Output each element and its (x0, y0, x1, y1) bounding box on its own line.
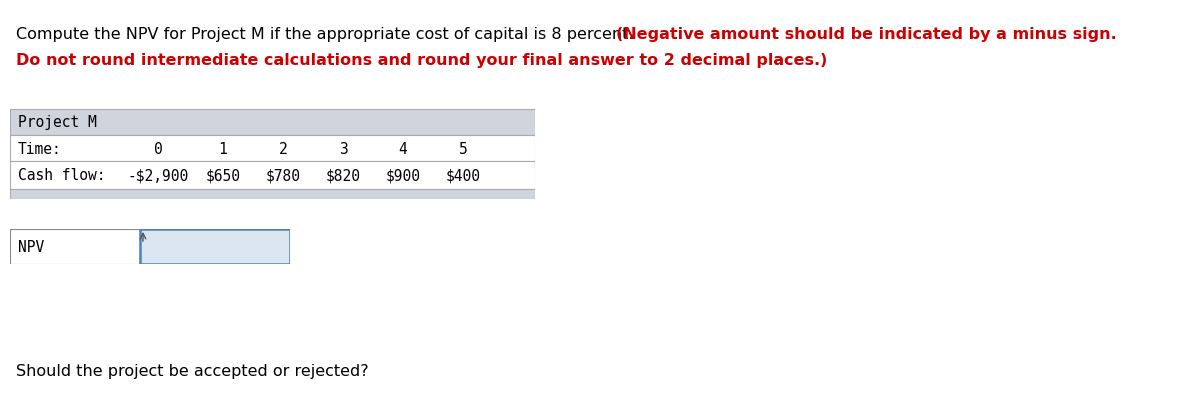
Bar (10, 189, 535, 200)
Text: 2: 2 (278, 141, 287, 156)
Text: 4: 4 (398, 141, 407, 156)
Bar (10, 136, 535, 162)
Text: $780: $780 (265, 168, 300, 183)
Text: $900: $900 (385, 168, 420, 183)
Text: 1: 1 (218, 141, 227, 156)
Text: 3: 3 (338, 141, 347, 156)
Bar (140, 229, 290, 264)
Text: $650: $650 (205, 168, 240, 183)
Bar (10, 162, 535, 189)
Text: (Negative amount should be indicated by a minus sign.: (Negative amount should be indicated by … (616, 27, 1116, 42)
Text: Do not round intermediate calculations and round your final answer to 2 decimal : Do not round intermediate calculations a… (16, 53, 827, 68)
Text: Compute the NPV for Project M if the appropriate cost of capital is 8 percent.: Compute the NPV for Project M if the app… (16, 27, 638, 42)
Text: -$2,900: -$2,900 (127, 168, 188, 183)
Bar (10, 229, 140, 264)
Text: Should the project be accepted or rejected?: Should the project be accepted or reject… (16, 363, 368, 378)
Text: $400: $400 (445, 168, 480, 183)
Bar (10, 110, 535, 136)
Text: 5: 5 (458, 141, 467, 156)
Text: NPV: NPV (18, 240, 44, 255)
Text: Project M: Project M (18, 115, 97, 130)
Text: Cash flow:: Cash flow: (18, 168, 106, 183)
Text: $820: $820 (325, 168, 360, 183)
Text: Time:: Time: (18, 141, 61, 156)
Text: 0: 0 (154, 141, 162, 156)
